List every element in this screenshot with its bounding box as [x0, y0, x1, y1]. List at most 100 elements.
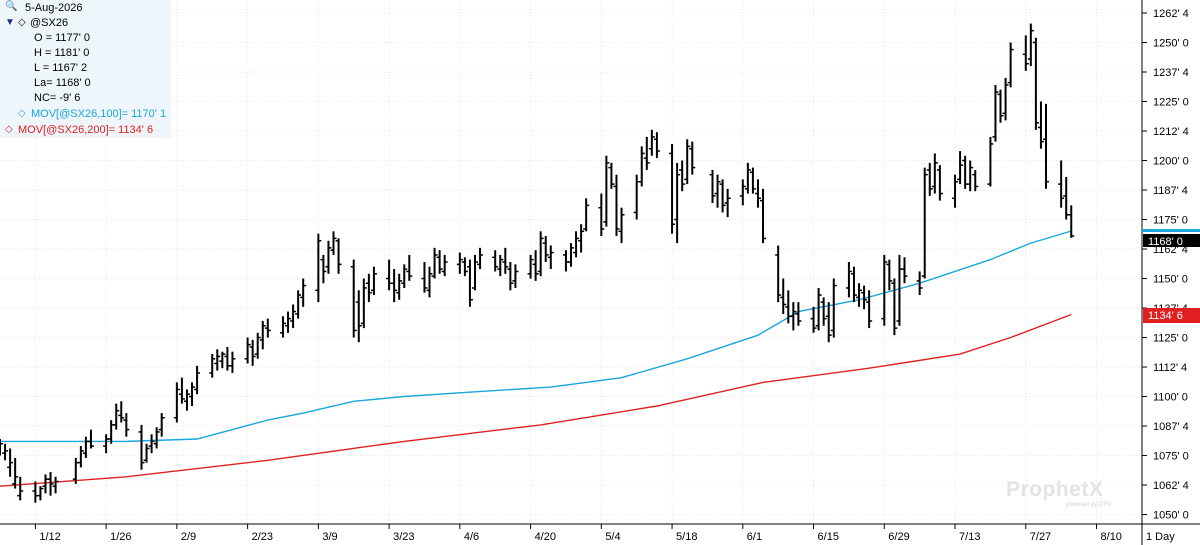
- ohlc-bar: [987, 136, 994, 187]
- date-tick-label: 6/29: [888, 531, 909, 543]
- price-tick-label: 1250' 0: [1153, 37, 1189, 49]
- ohlc-bar: [214, 349, 221, 371]
- ohlc-bar: [709, 169, 716, 203]
- price-tick-label: 1100' 0: [1153, 392, 1188, 404]
- prophetx-logo-sub: powered by DTN: [1066, 502, 1112, 508]
- price-tick-label: 1237' 4: [1153, 67, 1189, 79]
- ohlc-bar: [113, 403, 120, 430]
- price-tick-label: 1050' 0: [1153, 510, 1189, 522]
- ohlc-bar: [325, 240, 332, 274]
- ohlc-bar: [118, 401, 125, 423]
- ohlc-bar: [138, 424, 145, 470]
- period-label: 1 Day: [1146, 531, 1175, 543]
- ohlc-bar: [244, 337, 251, 364]
- ohlc-bar: [916, 271, 923, 296]
- ohlc-bar: [401, 264, 408, 288]
- ohlc-bar: [820, 297, 827, 326]
- ohlc-bar: [598, 193, 605, 237]
- ohlc-bar: [760, 188, 767, 244]
- ohlc-bar: [674, 162, 681, 244]
- ohlc-bar: [209, 354, 216, 378]
- ma200-tag: 1134' 6: [1148, 310, 1183, 322]
- ohlc-bar: [148, 434, 155, 454]
- price-tick-label: 1150' 0: [1153, 274, 1188, 286]
- date-tick-label: 6/15: [818, 531, 839, 543]
- ohlc-bar: [7, 448, 14, 477]
- price-tick-label: 1087' 4: [1153, 421, 1189, 433]
- ma200-diamond-icon[interactable]: ◇: [5, 124, 13, 135]
- ohlc-bar: [502, 247, 509, 274]
- net-change-value: NC= -9' 6: [34, 92, 81, 104]
- ma200-label[interactable]: MOV[@SX26,200]= 1134' 6: [18, 124, 154, 136]
- ohlc-bar: [0, 439, 3, 456]
- ohlc-bar: [861, 285, 868, 310]
- ohlc-bar: [1042, 103, 1049, 189]
- ohlc-bar: [254, 332, 261, 359]
- price-tick-label: 1075' 0: [1153, 451, 1189, 463]
- ohlc-bar: [613, 174, 620, 237]
- price-tick-label: 1187' 4: [1153, 185, 1188, 197]
- ohlc-bar: [719, 179, 726, 213]
- ohlc-bar: [431, 247, 438, 279]
- ohlc-bar: [684, 139, 691, 185]
- ohlc-bar: [335, 238, 342, 274]
- ohlc-bar: [845, 262, 852, 298]
- price-tick-label: 1125' 0: [1153, 333, 1188, 345]
- ohlc-bar: [350, 259, 357, 338]
- ohlc-bar: [931, 153, 938, 194]
- last-value: La= 1168' 0: [34, 77, 91, 89]
- ohlc-bar: [739, 179, 746, 206]
- ma100-label[interactable]: MOV[@SX26,100]= 1170' 1: [31, 108, 167, 120]
- ohlc-bar: [775, 245, 782, 303]
- open-value: O = 1177' 0: [34, 32, 91, 44]
- prophetx-logo: ProphetX: [1006, 478, 1104, 501]
- ohlc-bar: [123, 413, 130, 437]
- ohlc-bar: [279, 316, 286, 338]
- ohlc-bar: [967, 160, 974, 192]
- ohlc-bar: [42, 474, 49, 494]
- ohlc-bar: [679, 160, 686, 192]
- ohlc-bar: [421, 262, 428, 293]
- ohlc-bar: [1032, 37, 1039, 130]
- ohlc-bar: [997, 89, 1004, 123]
- ohlc-bar: [492, 250, 499, 272]
- date-tick-label: 2/23: [252, 531, 273, 543]
- period-label-group: 1 Day: [1146, 531, 1175, 543]
- ohlc-bar: [1002, 77, 1009, 121]
- high-value: H = 1181' 0: [34, 47, 90, 59]
- ohlc-bar: [183, 389, 190, 411]
- price-tick-label: 1212' 4: [1153, 126, 1189, 138]
- ohlc-bar: [355, 290, 362, 343]
- ohlc-bar: [608, 162, 615, 189]
- ohlc-bar: [477, 247, 484, 270]
- ohlc-bar: [830, 278, 837, 338]
- symbol-label: @SX26: [30, 17, 69, 29]
- ohlc-bar: [370, 266, 377, 296]
- ohlc-bar: [406, 254, 413, 281]
- ohlc-bar: [669, 143, 676, 234]
- ohlc-bar: [512, 264, 519, 288]
- ohlc-bar: [648, 129, 655, 156]
- ohlc-bar: [507, 262, 514, 291]
- ohlc-bar: [825, 302, 832, 343]
- ohlc-bar: [300, 278, 307, 307]
- price-tick-label: 1162' 4: [1153, 244, 1188, 256]
- ohlc-bar: [542, 236, 549, 262]
- ohlc-bar: [461, 257, 468, 277]
- magnifier-icon[interactable]: 🔍: [5, 1, 18, 12]
- ma100-diamond-icon[interactable]: ◇: [18, 108, 26, 119]
- ohlc-bar: [82, 436, 89, 458]
- date-tick-label: 2/9: [181, 531, 196, 543]
- ohlc-bar: [1022, 35, 1029, 71]
- date-tick-label: 5/4: [605, 531, 620, 543]
- date-tick-label: 4/20: [535, 531, 556, 543]
- ohlc-bar: [497, 254, 504, 277]
- ohlc-bar: [643, 136, 650, 170]
- collapse-triangle-icon[interactable]: ▼: [5, 17, 15, 28]
- ohlc-bar: [1007, 42, 1014, 88]
- ohlc-bar: [471, 254, 478, 291]
- ohlc-bar: [603, 155, 610, 227]
- ohlc-bar: [936, 165, 943, 201]
- ohlc-bar: [886, 259, 893, 291]
